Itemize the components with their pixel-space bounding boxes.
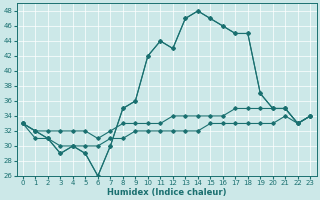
X-axis label: Humidex (Indice chaleur): Humidex (Indice chaleur): [107, 188, 226, 197]
